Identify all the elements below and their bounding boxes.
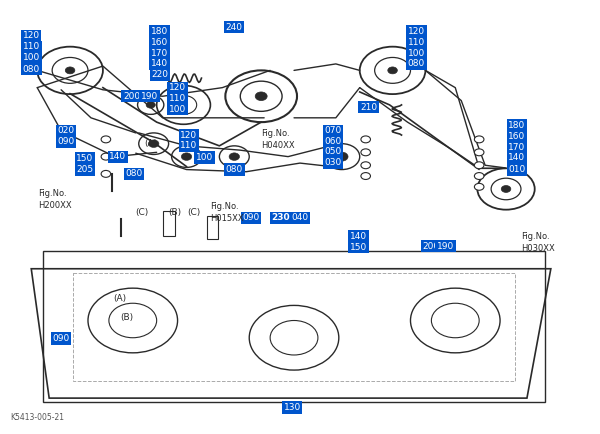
- Circle shape: [475, 173, 484, 180]
- Text: 100: 100: [408, 49, 425, 58]
- Circle shape: [475, 183, 484, 190]
- Circle shape: [101, 136, 110, 143]
- Text: 200: 200: [423, 242, 440, 251]
- Circle shape: [361, 136, 370, 143]
- Text: 130: 130: [284, 403, 301, 412]
- Text: 140: 140: [109, 152, 127, 161]
- Text: 170: 170: [508, 143, 526, 151]
- Text: 150: 150: [350, 243, 367, 252]
- Text: 110: 110: [180, 141, 197, 150]
- Text: 120: 120: [169, 83, 186, 92]
- Text: 190: 190: [141, 92, 158, 101]
- Text: 205: 205: [76, 165, 94, 174]
- Circle shape: [361, 173, 370, 180]
- Text: (A): (A): [113, 294, 126, 303]
- Text: 160: 160: [151, 38, 168, 47]
- Text: 180: 180: [508, 121, 526, 130]
- Text: 090: 090: [57, 137, 74, 146]
- Circle shape: [255, 92, 267, 101]
- Text: Fig.No.
H015XX: Fig.No. H015XX: [211, 202, 244, 223]
- Text: 060: 060: [324, 137, 341, 145]
- Circle shape: [335, 152, 348, 161]
- Text: 100: 100: [23, 53, 40, 62]
- Text: 230: 230: [272, 214, 290, 222]
- Circle shape: [148, 140, 159, 148]
- Circle shape: [229, 153, 239, 161]
- Text: 080: 080: [23, 65, 40, 74]
- Circle shape: [101, 153, 110, 160]
- Text: 090: 090: [242, 214, 260, 222]
- Text: 110: 110: [169, 94, 186, 103]
- Text: 240: 240: [226, 23, 243, 32]
- Circle shape: [475, 136, 484, 143]
- Text: 210: 210: [360, 102, 377, 112]
- Text: (C): (C): [135, 208, 148, 217]
- Bar: [208, 216, 218, 240]
- Text: (B): (B): [120, 313, 133, 322]
- Text: 100: 100: [169, 105, 186, 114]
- Circle shape: [65, 67, 75, 74]
- Text: (B): (B): [168, 208, 181, 217]
- Circle shape: [475, 149, 484, 156]
- Text: 110: 110: [408, 38, 425, 47]
- Text: 090: 090: [52, 334, 70, 343]
- Text: 180: 180: [151, 27, 168, 36]
- Text: 120: 120: [408, 27, 425, 36]
- Text: 140: 140: [508, 154, 526, 162]
- Text: 120: 120: [181, 131, 197, 140]
- Circle shape: [501, 185, 511, 192]
- Text: 140: 140: [350, 232, 367, 241]
- Text: 160: 160: [508, 132, 526, 141]
- Circle shape: [388, 67, 397, 74]
- Circle shape: [181, 153, 192, 161]
- Text: Fig.No.
H040XX: Fig.No. H040XX: [261, 129, 295, 150]
- Circle shape: [361, 149, 370, 156]
- Circle shape: [146, 102, 155, 108]
- Text: (A): (A): [144, 139, 157, 148]
- Text: 200: 200: [123, 92, 140, 101]
- Text: Fig.No.
H030XX: Fig.No. H030XX: [521, 233, 555, 253]
- Text: 170: 170: [151, 49, 168, 58]
- Text: 150: 150: [76, 154, 94, 163]
- Bar: [163, 210, 175, 237]
- Text: 040: 040: [292, 214, 308, 222]
- Text: 190: 190: [437, 242, 454, 251]
- Text: 050: 050: [324, 148, 341, 156]
- Circle shape: [101, 171, 110, 178]
- Text: 080: 080: [226, 165, 243, 174]
- Text: 020: 020: [58, 126, 74, 135]
- Text: (C): (C): [187, 208, 200, 217]
- Text: 080: 080: [125, 169, 143, 178]
- Circle shape: [361, 162, 370, 169]
- Text: 120: 120: [23, 31, 40, 40]
- Circle shape: [475, 162, 484, 169]
- Text: 010: 010: [508, 165, 526, 174]
- Text: 070: 070: [324, 126, 341, 135]
- Text: 100: 100: [196, 153, 213, 162]
- Text: 110: 110: [23, 42, 40, 51]
- Text: 220: 220: [151, 70, 168, 79]
- Text: 140: 140: [151, 59, 168, 69]
- Text: 080: 080: [408, 59, 425, 69]
- Text: Fig.No.
H200XX: Fig.No. H200XX: [38, 189, 72, 210]
- Text: 030: 030: [324, 158, 341, 167]
- Text: K5413-005-21: K5413-005-21: [10, 413, 64, 422]
